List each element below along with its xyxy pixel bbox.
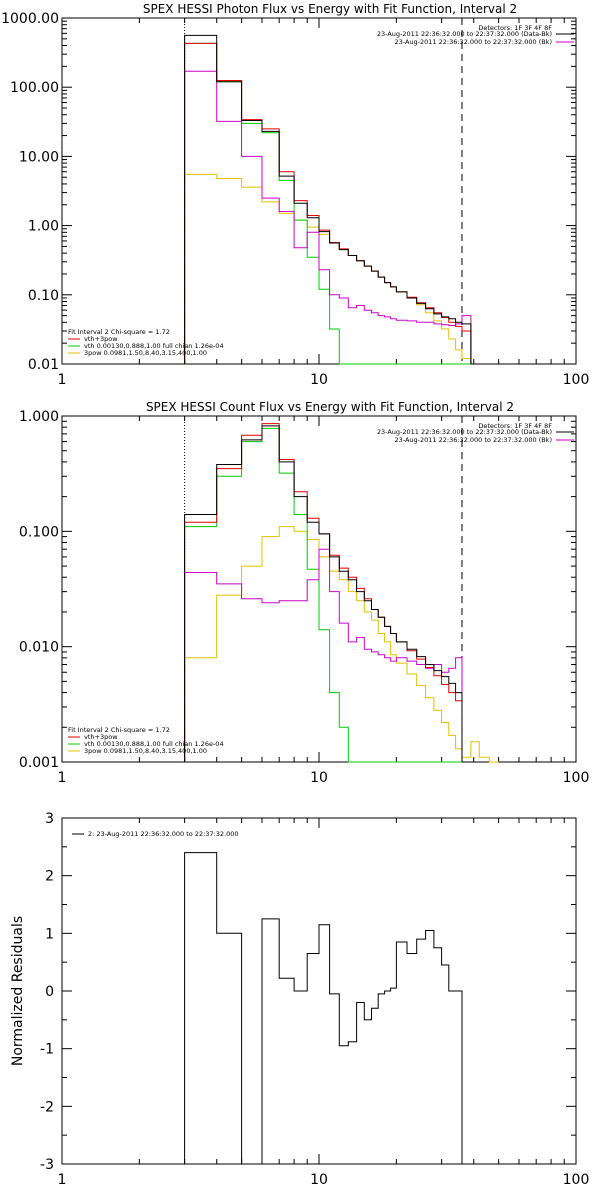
count-detectors-label: Detectors: 1F 3F 4F 8F bbox=[478, 422, 552, 430]
y-tick-label: 1.000 bbox=[19, 409, 59, 425]
histogram-vth bbox=[184, 42, 471, 365]
photon-legend-top-right: 23-Aug-2011 22:36:32.000 to 22:37:32.000… bbox=[377, 30, 574, 46]
residuals-y-axis: 3 2 1 0 -1 -2 -3 bbox=[40, 811, 576, 1173]
photon-detectors-label: Detectors: 1F 3F 4F 8F bbox=[478, 24, 552, 32]
legend-entry-label: Fit Interval 2 Chi-square = 1.72 bbox=[68, 328, 170, 336]
legend-entry-label: vth 0.00130,0.888,1.00 full chian 1.26e-… bbox=[84, 342, 224, 350]
y-tick-label: 1 bbox=[45, 926, 54, 942]
x-tick-label: 100 bbox=[563, 372, 590, 388]
legend-entry-label: 2: 23-Aug-2011 22:36:32.000 to 22:37:32.… bbox=[88, 830, 239, 838]
histogram-data-bk bbox=[184, 34, 472, 364]
x-tick-label: 10 bbox=[310, 770, 328, 786]
legend-entry-label: 23-Aug-2011 22:36:32.000 to 22:37:32.000… bbox=[377, 428, 552, 436]
y-tick-label: 0.010 bbox=[19, 640, 59, 656]
histogram-vth-3pow bbox=[184, 42, 472, 364]
histogram-3pow bbox=[184, 173, 472, 364]
y-tick-label: 100.00 bbox=[10, 80, 59, 96]
y-tick-label: 0.001 bbox=[19, 755, 59, 771]
legend-entry-label: 3pow 0.0981,1.50,8.40,3.15,400,1.00 bbox=[84, 349, 207, 357]
legend-entry-label: 23-Aug-2011 22:36:32.000 to 22:37:32.000… bbox=[377, 30, 552, 38]
y-tick-label: 0.10 bbox=[28, 288, 59, 304]
legend-entry-label: 23-Aug-2011 22:36:32.000 to 22:37:32.000… bbox=[395, 38, 552, 46]
residuals-y-label: Normalized Residuals bbox=[10, 916, 26, 1066]
histogram-data-bk bbox=[184, 425, 463, 762]
x-tick-label: 1 bbox=[58, 1172, 67, 1188]
y-tick-label: -3 bbox=[40, 1157, 54, 1173]
legend-entry-label: vth 0.00130,0.888,1.00 full chian 1.26e-… bbox=[84, 740, 224, 748]
residuals-legend: 2: 23-Aug-2011 22:36:32.000 to 22:37:32.… bbox=[72, 830, 239, 838]
photon-flux-title: SPEX HESSI Photon Flux vs Energy with Fi… bbox=[143, 2, 517, 16]
x-tick-label: 100 bbox=[563, 1172, 590, 1188]
residuals-series bbox=[184, 852, 463, 1165]
legend-entry-label: 3pow 0.0981,1.50,8.40,3.15,400,1.00 bbox=[84, 747, 207, 755]
legend-entry-label: Fit Interval 2 Chi-square = 1.72 bbox=[68, 726, 170, 734]
histogram-vth bbox=[184, 427, 462, 763]
photon-plot-frame bbox=[61, 17, 577, 365]
histogram-vth-3pow bbox=[184, 423, 463, 762]
photon-y-axis: 1000.00 100.00 10.00 1.00 0.10 0.01 bbox=[1, 11, 576, 373]
photon-series bbox=[184, 18, 472, 365]
y-tick-label: 0.100 bbox=[19, 524, 59, 540]
x-tick-label: 1 bbox=[58, 372, 67, 388]
y-tick-label: 0 bbox=[45, 984, 54, 1000]
count-x-axis: 1 10 100 bbox=[58, 416, 590, 786]
y-tick-label: 1.00 bbox=[28, 219, 59, 235]
histogram-bk bbox=[184, 548, 463, 762]
y-tick-label: 10.00 bbox=[19, 149, 59, 165]
photon-legend-bottom-left: Fit Interval 2 Chi-square = 1.72vth+3pow… bbox=[68, 328, 224, 357]
x-tick-label: 10 bbox=[310, 1172, 328, 1188]
count-series bbox=[184, 416, 499, 763]
y-tick-label: 1000.00 bbox=[1, 11, 59, 27]
legend-entry-label: vth+3pow bbox=[84, 335, 118, 343]
x-tick-label: 100 bbox=[563, 770, 590, 786]
legend-entry-label: 23-Aug-2011 22:36:32.000 to 22:37:32.000… bbox=[395, 436, 552, 444]
count-flux-title: SPEX HESSI Count Flux vs Energy with Fit… bbox=[146, 400, 514, 414]
count-legend-bottom-left: Fit Interval 2 Chi-square = 1.72vth+3pow… bbox=[68, 726, 224, 755]
count-legend-top-right: 23-Aug-2011 22:36:32.000 to 22:37:32.000… bbox=[377, 428, 574, 444]
y-tick-label: -1 bbox=[40, 1042, 54, 1058]
count-flux-panel: SPEX HESSI Count Flux vs Energy with Fit… bbox=[19, 400, 589, 786]
residuals-plot-frame bbox=[61, 817, 577, 1165]
histogram-3pow bbox=[184, 526, 499, 763]
legend-entry-label: vth+3pow bbox=[84, 733, 118, 741]
residuals-x-axis: 1 10 100 bbox=[58, 818, 590, 1188]
y-tick-label: -2 bbox=[40, 1099, 54, 1115]
y-tick-label: 3 bbox=[45, 811, 54, 827]
y-tick-label: 2 bbox=[45, 869, 54, 885]
photon-flux-panel: SPEX HESSI Photon Flux vs Energy with Fi… bbox=[1, 2, 589, 388]
photon-x-axis: 1 10 100 bbox=[58, 18, 590, 388]
count-y-axis: 1.000 0.100 0.010 0.001 bbox=[19, 409, 576, 771]
histogram-bk bbox=[184, 70, 472, 364]
x-tick-label: 10 bbox=[310, 372, 328, 388]
x-tick-label: 1 bbox=[58, 770, 67, 786]
y-tick-label: 0.01 bbox=[28, 357, 59, 373]
histogram-residuals bbox=[184, 852, 463, 1165]
